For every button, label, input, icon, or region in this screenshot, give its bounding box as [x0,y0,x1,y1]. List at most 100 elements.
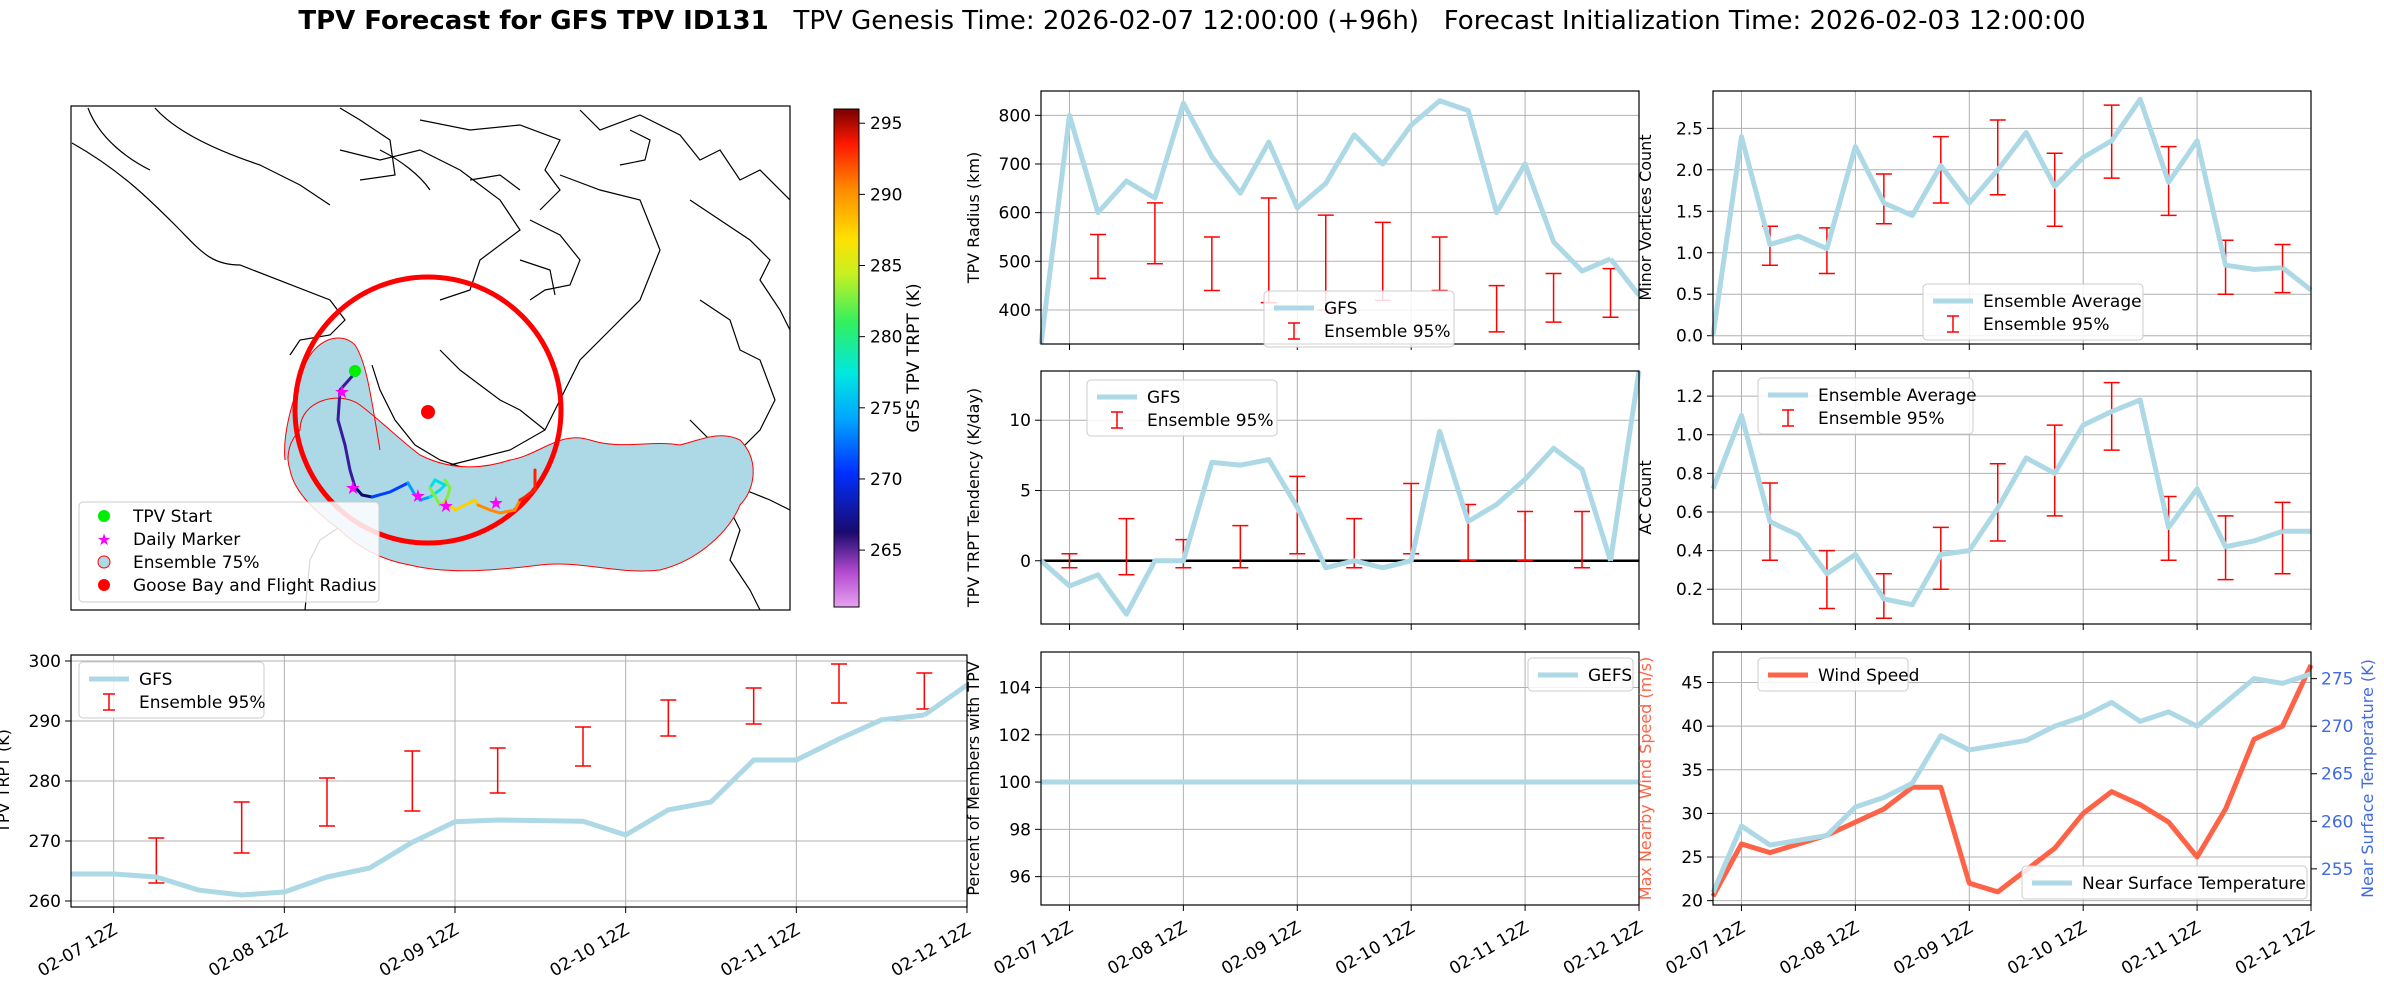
legend-box [1757,377,1974,435]
y-tick-label: 1.2 [1676,387,1703,407]
title-genesis: TPV Genesis Time: 2026-02-07 12:00:00 (+… [793,6,1419,36]
title-bold: TPV Forecast for GFS TPV ID131 [298,6,769,36]
y-tick-label: 0.4 [1676,542,1703,562]
legend-label: TPV Start [132,507,213,527]
plot-frame [1712,90,2312,345]
legend-label: Ensemble 95% [1324,322,1451,342]
chart-trpt: 260 270 280 290 300 02-07 12Z 02-08 12Z 02-09 1… [0,652,974,981]
colorbar-label: GFS TPV TRPT (K) [904,283,924,432]
plot-area [1041,652,1639,905]
y-tick-label: 0.0 [1676,327,1703,347]
y-tick-label: 800 [999,106,1031,126]
y-tick-label: 35 [1681,761,1703,781]
map-panel: ★ ★ ★ ★ ★ ★ TPV Start Daily Marker Ensem… [70,105,791,611]
series-line [1608,257,1641,297]
daily-marker: ★ [438,496,454,517]
legend-box [1086,379,1278,437]
colorbar: GFS TPV TRPT (K) 265 270 275 280 285 290 295 [833,108,924,608]
y-tick-label: 600 [999,204,1031,224]
legend-label: Ensemble 75% [133,553,260,573]
y-tick-label: 700 [999,155,1031,175]
legend-box [1757,657,1909,692]
x-tick-label: 02-09 12Z [1890,918,1976,979]
legend-box [1263,290,1455,348]
y2-tick-label: 270 [2321,717,2353,737]
legend-label: Wind Speed [1818,666,1919,686]
y-tick-label: 2.5 [1676,119,1703,139]
y-tick-label: 5 [1020,481,1031,501]
series-line [71,712,925,898]
y-axis-label: TPV TRPT Tendency (K/day) [964,388,983,608]
y-tick-label: 270 [29,832,61,852]
y-axis-label: Max Nearby Wind Speed (m/s) [1636,657,1655,900]
plot-frame [70,654,968,908]
chart-ac: 0.2 0.4 0.6 0.8 1.0 1.2 AC Count Ensemble Avera… [1636,370,2312,630]
legend-label: GFS [139,670,172,690]
colorbar-tick-label: 295 [870,114,902,134]
series-line [1038,98,1612,345]
y-tick-label: 100 [999,773,1031,793]
colorbar-tick-label: 270 [870,470,902,490]
y-axis-label: TPV Radius (km) [964,152,983,285]
x-tick-label: 02-12 12Z [2232,918,2318,979]
legend-label: Ensemble Average [1983,292,2142,312]
daily-markers: ★ ★ ★ ★ ★ [334,382,504,517]
y-tick-label: 98 [1009,820,1031,840]
y-tick-label: 0 [1020,552,1031,572]
y-tick-label: 0.6 [1676,503,1703,523]
series-line [1710,397,2284,608]
map-coastlines [71,107,790,610]
x-tick-label: 02-07 12Z [1662,918,1748,979]
y-axis-label: Minor Vortices Count [1636,134,1655,300]
y-tick-label: 1.0 [1676,426,1703,446]
colorbar-tick-label: 285 [870,257,902,277]
chart-radius: 400 500 600 700 800 TPV Radius (km) GFS Ensembl… [964,90,1641,350]
y-tick-label: 260 [29,892,61,912]
y-tick-label: 290 [29,712,61,732]
legend-label: GEFS [1588,666,1632,686]
figure-title: TPV Forecast for GFS TPV ID131 TPV Genes… [0,6,2384,36]
y-tick-label: 280 [29,772,61,792]
map-legend: ★ TPV Start Daily Marker Ensemble 75% Go… [78,501,380,603]
legend: GFS Ensemble 95% [78,661,266,719]
legend-box [1527,657,1634,692]
y2-tick-label: 255 [2321,860,2353,880]
legend-label: Ensemble 95% [1147,411,1274,431]
legend-box [1922,283,2144,341]
series-line [1039,428,1613,617]
plot-frame [1712,370,2312,625]
daily-marker: ★ [410,486,426,507]
y2-axis-label: Near Surface Temperature (K) [2358,659,2377,898]
goose-bay-marker [421,405,435,419]
legend-label: Ensemble Average [1818,386,1977,406]
legend-label: GFS [1147,388,1180,408]
y-tick-label: 2.0 [1676,161,1703,181]
x-tick-label: 02-08 12Z [1104,918,1190,979]
legend-box [2021,865,2308,900]
map-legend-box [78,501,380,603]
legend-goosebay-icon [98,579,110,591]
series-line-2 [1710,671,2312,894]
y-axis-label: AC Count [1636,460,1655,534]
chart-wind: 20 25 30 35 40 45 02-07 12Z 02-08 12Z 02-09 12Z 0… [1636,651,2377,979]
daily-marker: ★ [345,478,361,499]
x-tick-label: 02-07 12Z [35,920,121,981]
plot-frame [1040,370,1640,625]
x-tick-label: 02-07 12Z [990,918,1076,979]
legend-start-icon [98,510,110,522]
y-tick-label: 1.0 [1676,244,1703,264]
x-tick-label: 02-08 12Z [205,920,291,981]
colorbar-tick-label: 275 [870,399,902,419]
series-line [922,682,969,718]
x-tick-label: 02-11 12Z [2118,918,2204,979]
series-line [1608,370,1642,562]
legend-label: Ensemble 95% [1983,315,2110,335]
y-tick-label: 0.5 [1676,285,1703,305]
legend: GFS Ensemble 95% [1086,379,1278,437]
x-tick-label: 02-09 12Z [1218,918,1304,979]
plot-frame [1712,651,2312,906]
y-tick-label: 96 [1009,868,1031,888]
legend: Wind Speed [1757,657,1919,692]
legend-star-icon: ★ [97,530,111,549]
legend: GEFS [1527,657,1634,692]
